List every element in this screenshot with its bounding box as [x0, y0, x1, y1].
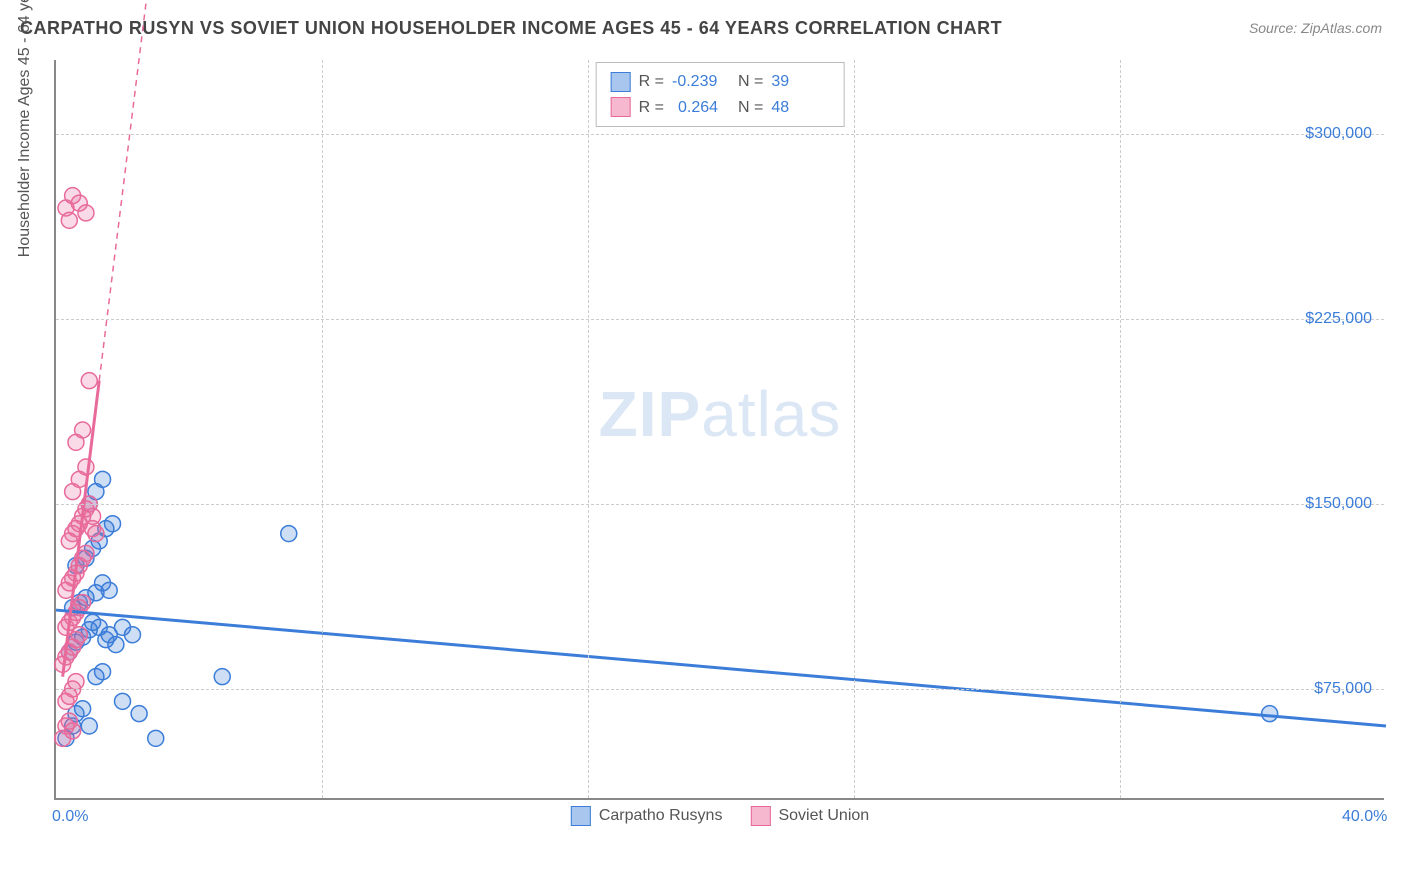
scatter-point	[95, 471, 111, 487]
legend-label-carpatho: Carpatho Rusyns	[599, 807, 723, 825]
gridline-h	[56, 689, 1384, 690]
legend-label-soviet: Soviet Union	[778, 807, 869, 825]
scatter-point	[81, 718, 97, 734]
bottom-legend: Carpatho Rusyns Soviet Union	[571, 806, 869, 826]
scatter-point	[75, 701, 91, 717]
r-label-2: R =	[639, 95, 664, 121]
scatter-point	[131, 706, 147, 722]
r-value-carpatho: -0.239	[672, 69, 730, 95]
stats-row-soviet: R = 0.264 N = 48	[611, 95, 830, 121]
y-tick-label: $150,000	[1305, 495, 1372, 513]
n-value-soviet: 48	[771, 95, 829, 121]
y-tick-label: $300,000	[1305, 125, 1372, 143]
scatter-point	[101, 582, 117, 598]
chart-svg	[56, 60, 1384, 798]
scatter-point	[81, 373, 97, 389]
gridline-v	[1120, 60, 1121, 798]
scatter-point	[61, 212, 77, 228]
scatter-point	[78, 545, 94, 561]
trend-line-carpatho	[56, 610, 1386, 726]
scatter-point	[75, 595, 91, 611]
legend-item-soviet: Soviet Union	[750, 806, 869, 826]
scatter-point	[115, 693, 131, 709]
plot-area: ZIPatlas R = -0.239 N = 39 R = 0.264 N =…	[54, 60, 1384, 800]
scatter-point	[108, 637, 124, 653]
legend-swatch-carpatho	[571, 806, 591, 826]
gridline-h	[56, 504, 1384, 505]
r-value-soviet: 0.264	[672, 95, 730, 121]
scatter-point	[115, 619, 131, 635]
trend-line-soviet-dash	[99, 0, 156, 381]
legend-swatch-soviet	[750, 806, 770, 826]
scatter-point	[214, 669, 230, 685]
scatter-point	[105, 516, 121, 532]
scatter-point	[68, 674, 84, 690]
scatter-point	[78, 459, 94, 475]
scatter-point	[148, 730, 164, 746]
y-tick-label: $225,000	[1305, 310, 1372, 328]
gridline-h	[56, 319, 1384, 320]
swatch-carpatho	[611, 72, 631, 92]
scatter-point	[75, 422, 91, 438]
scatter-point	[88, 526, 104, 542]
y-tick-label: $75,000	[1314, 680, 1372, 698]
gridline-v	[322, 60, 323, 798]
r-label: R =	[639, 69, 664, 95]
scatter-point	[65, 723, 81, 739]
n-label-2: N =	[738, 95, 763, 121]
legend-item-carpatho: Carpatho Rusyns	[571, 806, 723, 826]
source-attribution: Source: ZipAtlas.com	[1249, 20, 1382, 36]
stats-legend: R = -0.239 N = 39 R = 0.264 N = 48	[596, 62, 845, 127]
swatch-soviet	[611, 97, 631, 117]
scatter-point	[78, 205, 94, 221]
gridline-v	[588, 60, 589, 798]
gridline-h	[56, 134, 1384, 135]
scatter-point	[281, 526, 297, 542]
x-tick-label: 40.0%	[1342, 808, 1387, 826]
y-axis-title: Householder Income Ages 45 - 64 years	[16, 0, 34, 257]
n-label: N =	[738, 69, 763, 95]
chart-title: CARPATHO RUSYN VS SOVIET UNION HOUSEHOLD…	[20, 18, 1002, 39]
gridline-v	[854, 60, 855, 798]
scatter-point	[1262, 706, 1278, 722]
x-tick-label: 0.0%	[52, 808, 88, 826]
stats-row-carpatho: R = -0.239 N = 39	[611, 69, 830, 95]
scatter-point	[95, 664, 111, 680]
n-value-carpatho: 39	[771, 69, 829, 95]
